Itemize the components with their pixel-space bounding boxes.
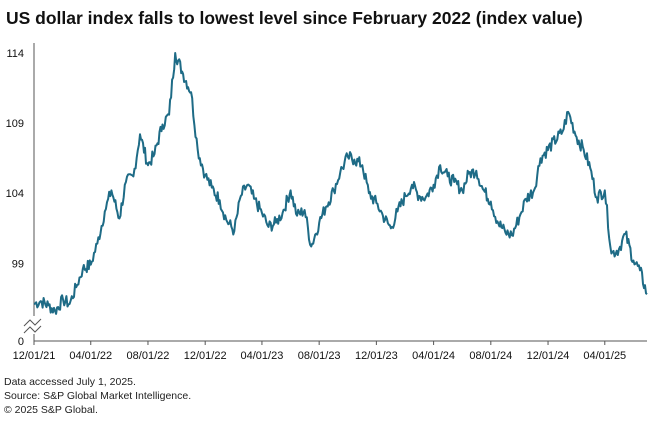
x-tick-label: 12/01/23 <box>355 350 398 362</box>
chart-title: US dollar index falls to lowest level si… <box>6 8 583 28</box>
y-tick-label: 99 <box>12 258 24 270</box>
data-accessed-note: Data accessed July 1, 2025. <box>4 376 136 388</box>
x-tick-label: 04/01/24 <box>412 350 455 362</box>
source-note: Source: S&P Global Market Intelligence. <box>4 390 192 402</box>
y-tick-label: 0 <box>18 336 24 348</box>
x-tick-label: 08/01/24 <box>469 350 512 362</box>
x-tick-label: 04/01/23 <box>241 350 284 362</box>
y-tick-label: 104 <box>6 188 24 200</box>
axis-break-stroke <box>23 325 42 334</box>
x-tick-label: 12/01/24 <box>527 350 570 362</box>
chart-notes: Data accessed July 1, 2025. Source: S&P … <box>4 375 191 417</box>
axis-break-stroke <box>23 318 42 327</box>
series-line <box>33 52 648 315</box>
x-axis: 12/01/21 04/01/22 08/01/22 12/01/22 04/01/23… <box>13 340 647 362</box>
x-tick-label: 08/01/22 <box>127 350 170 362</box>
series-layer <box>33 52 648 315</box>
x-tick-label: 04/01/22 <box>69 350 112 362</box>
axis-break-icon <box>22 316 46 334</box>
y-tick-label: 114 <box>6 48 24 60</box>
x-tick-label: 12/01/22 <box>184 350 227 362</box>
x-tick-label: 12/01/21 <box>13 350 56 362</box>
x-tick-label: 04/01/25 <box>583 350 626 362</box>
copyright-note: © 2025 S&P Global. <box>4 404 98 416</box>
y-axis: 0 99 104 109 114 <box>6 43 35 348</box>
y-tick-label: 109 <box>6 118 24 130</box>
x-tick-label: 08/01/23 <box>298 350 341 362</box>
